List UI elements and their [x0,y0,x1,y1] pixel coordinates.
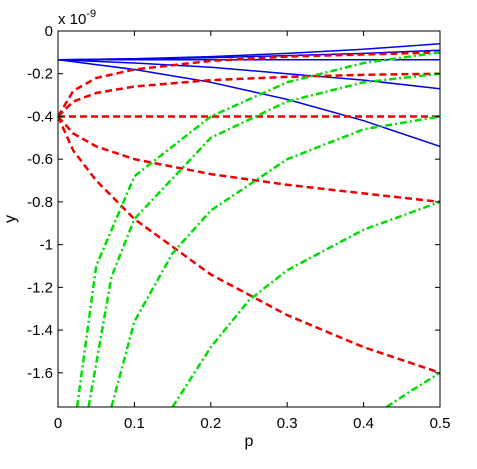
y-multiplier-label: x 10-9 [58,8,96,28]
x-tick-label: 0.4 [353,415,374,432]
y-axis-label: y [2,215,19,223]
plot-frame [57,30,441,408]
series-line-11-dashdot [87,72,440,407]
y-tick-label: 0 [45,23,53,40]
x-axis-label: p [245,433,254,450]
x-tick-label: 0 [54,415,62,432]
y-tick-label: -0.6 [27,151,53,168]
y-tick-label: -1.2 [27,279,53,296]
y-tick-label: -1.4 [27,322,53,339]
series-line-14-dashdot [385,371,440,407]
y-tick-label: -1 [40,237,53,254]
series-line-9-dashed [58,115,440,374]
series-line-13-dashdot [171,200,440,407]
series-line-8-dashed [58,115,440,204]
x-tick-label: 0.5 [430,415,451,432]
series-line-6-dashed [58,72,440,118]
plot-area [58,31,440,407]
x-tick-label: 0.1 [124,415,145,432]
y-tick-label: -0.2 [27,66,53,83]
series-line-1-solid [58,49,440,61]
y-tick-label: -0.4 [27,108,53,125]
y-multiplier-exponent: -9 [86,8,96,20]
ticks-layer: 0 0.1 0.2 0.3 0.4 0.5 0 -0.2 -0.4 -0.6 -0.8 -1 -1.2 -… [27,23,450,432]
y-tick-label: -1.6 [27,365,53,382]
series-line-5-dashed [58,51,440,118]
x-tick-label: 0.2 [200,415,221,432]
series-line-10-dashdot [75,51,440,407]
series-line-4-solid [58,59,440,148]
series-layer [58,43,440,407]
y-tick-label: -0.8 [27,194,53,211]
x-tick-label: 0.3 [277,415,298,432]
